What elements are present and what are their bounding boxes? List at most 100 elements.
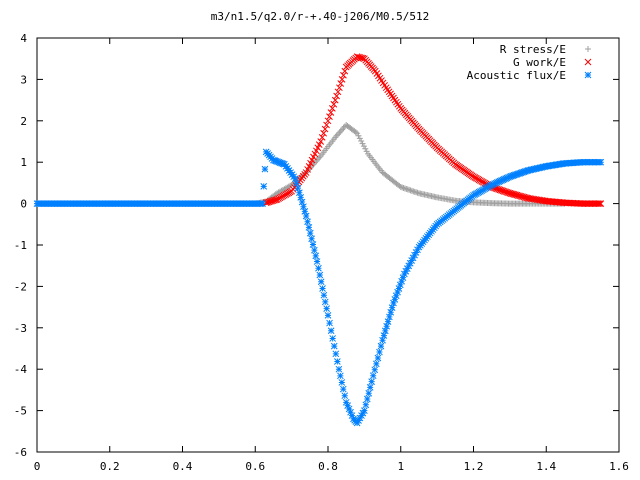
data-point [401, 270, 408, 278]
data-point [383, 322, 391, 330]
data-point [315, 264, 322, 272]
data-point [340, 71, 347, 79]
y-tick-label: -4 [14, 363, 28, 376]
data-point [336, 84, 343, 92]
data-point [412, 249, 420, 256]
legend-label: G work/E [513, 56, 566, 69]
data-point [278, 159, 285, 167]
data-point [332, 350, 340, 358]
data-point [361, 407, 368, 414]
data-point [408, 257, 416, 264]
legend-label: Acoustic flux/E [467, 69, 566, 82]
data-point [597, 200, 605, 207]
x-tick-label: 0.2 [100, 460, 120, 473]
data-point [391, 295, 399, 303]
data-point [503, 174, 511, 182]
data-point [319, 285, 326, 292]
data-point [495, 178, 503, 186]
data-point [302, 212, 310, 220]
y-tick-label: 4 [20, 32, 27, 45]
data-point [392, 292, 400, 300]
y-tick-label: -1 [14, 239, 27, 252]
data-point [339, 385, 347, 393]
data-point [594, 200, 602, 207]
data-point [335, 131, 342, 138]
data-point [337, 372, 344, 380]
plot-frame [36, 37, 620, 453]
data-point [369, 372, 377, 380]
legend-marker [584, 71, 592, 79]
data-point [272, 157, 280, 165]
data-point [355, 132, 362, 139]
data-point [405, 262, 413, 270]
data-point [259, 200, 266, 207]
data-point [326, 319, 333, 327]
y-tick-label: -5 [14, 405, 27, 418]
data-point [294, 184, 302, 192]
data-point [377, 342, 385, 350]
data-point [414, 246, 421, 254]
data-point [360, 143, 367, 150]
data-point [489, 180, 497, 188]
data-point [341, 123, 348, 130]
data-point [293, 180, 300, 187]
data-point [275, 158, 283, 166]
data-point [306, 229, 314, 237]
data-point [329, 335, 337, 342]
data-point [398, 277, 406, 285]
data-point [317, 138, 325, 145]
data-point [336, 129, 343, 136]
data-point [317, 278, 325, 286]
y-tick-label: -2 [14, 280, 27, 293]
x-tick-label: 0.6 [245, 460, 265, 473]
data-point [330, 100, 338, 108]
data-point [338, 379, 346, 386]
data-point [488, 181, 496, 189]
data-point [402, 267, 410, 275]
data-point [597, 158, 605, 166]
y-tick-label: 3 [20, 73, 27, 86]
data-point [354, 130, 361, 137]
data-point [496, 177, 504, 185]
data-point [274, 158, 281, 166]
data-point [500, 175, 508, 183]
data-point [334, 88, 342, 96]
data-point [505, 173, 512, 181]
data-point [327, 109, 335, 116]
data-point [309, 241, 317, 248]
data-point [337, 80, 345, 87]
data-point [341, 67, 349, 75]
series-1 [262, 53, 605, 207]
data-point [291, 175, 299, 183]
data-point [348, 412, 356, 419]
data-point [356, 414, 364, 422]
data-point [334, 358, 341, 365]
data-point [312, 252, 320, 260]
data-point [331, 96, 339, 104]
data-point [341, 392, 349, 400]
data-point [381, 327, 389, 335]
data-point [498, 177, 505, 184]
data-point [326, 113, 333, 121]
x-tick-label: 1.6 [609, 460, 629, 473]
data-point [345, 405, 353, 413]
data-point [387, 308, 395, 316]
data-point [276, 159, 284, 167]
data-point [394, 288, 401, 296]
data-point [388, 304, 396, 311]
data-point [411, 251, 418, 259]
data-point [337, 128, 344, 135]
data-point [335, 365, 343, 373]
data-point [271, 157, 279, 165]
data-point [316, 271, 324, 279]
chart-title: m3/n1.5/q2.0/r-+.40-j206/M0.5/512 [211, 10, 430, 23]
data-point [313, 258, 321, 265]
data-point [380, 332, 388, 339]
data-point [298, 198, 306, 206]
data-point [327, 327, 335, 335]
data-point [492, 179, 500, 187]
data-point [301, 208, 309, 215]
data-point [368, 378, 376, 385]
data-point [321, 298, 329, 306]
data-point [318, 134, 326, 141]
